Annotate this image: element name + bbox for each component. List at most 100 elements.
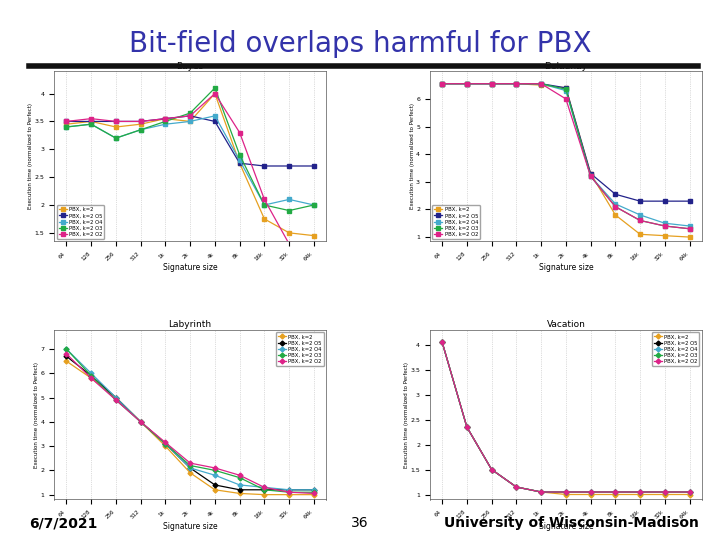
PBX, k=2 O3	[62, 346, 71, 352]
PBX, k=2	[136, 121, 145, 127]
PBX, k=2 O3	[586, 489, 595, 495]
Line: PBX, k=2: PBX, k=2	[65, 92, 315, 238]
PBX, k=2 O2	[636, 489, 644, 495]
PBX, k=2 O2	[235, 472, 244, 478]
PBX, k=2 O5	[611, 191, 620, 198]
PBX, k=2 O3	[186, 462, 194, 469]
Line: PBX, k=2: PBX, k=2	[441, 82, 691, 239]
PBX, k=2 O4	[487, 466, 496, 472]
PBX, k=2 O3	[260, 487, 269, 493]
PBX, k=2 O2	[310, 490, 318, 497]
PBX, k=2 O4	[512, 80, 521, 87]
PBX, k=2 O4	[235, 157, 244, 164]
PBX, k=2 O3	[87, 121, 96, 127]
PBX, k=2 O2	[586, 489, 595, 495]
PBX, k=2 O5	[62, 353, 71, 360]
PBX, k=2	[660, 491, 669, 498]
PBX, k=2 O4	[136, 418, 145, 425]
PBX, k=2 O4	[636, 489, 644, 495]
PBX, k=2	[260, 215, 269, 222]
PBX, k=2 O5	[462, 424, 471, 430]
PBX, k=2	[112, 124, 120, 130]
Line: PBX, k=2 O5: PBX, k=2 O5	[441, 340, 691, 494]
Line: PBX, k=2: PBX, k=2	[65, 360, 315, 496]
PBX, k=2 O2	[660, 489, 669, 495]
PBX, k=2 O3	[285, 489, 294, 496]
Y-axis label: Execution time (normalized to Perfect): Execution time (normalized to Perfect)	[404, 362, 409, 468]
PBX, k=2 O5	[112, 394, 120, 401]
PBX, k=2 O5	[537, 489, 546, 495]
PBX, k=2	[462, 424, 471, 430]
PBX, k=2 O2	[62, 350, 71, 357]
PBX, k=2 O4	[62, 124, 71, 130]
PBX, k=2 O3	[562, 489, 570, 495]
PBX, k=2 O2	[636, 217, 644, 224]
Text: 36: 36	[351, 516, 369, 530]
PBX, k=2	[186, 470, 194, 476]
PBX, k=2 O3	[660, 223, 669, 230]
PBX, k=2 O2	[285, 241, 294, 247]
PBX, k=2 O5	[62, 118, 71, 125]
PBX, k=2 O2	[512, 80, 521, 87]
Legend: PBX, k=2, PBX, k=2 O5, PBX, k=2 O4, PBX, k=2 O3, PBX, k=2 O2: PBX, k=2, PBX, k=2 O5, PBX, k=2 O4, PBX,…	[433, 205, 480, 239]
PBX, k=2 O4	[537, 80, 546, 87]
PBX, k=2	[487, 80, 496, 87]
PBX, k=2 O3	[487, 466, 496, 472]
PBX, k=2 O4	[210, 472, 219, 478]
PBX, k=2 O4	[562, 489, 570, 495]
PBX, k=2	[685, 234, 694, 240]
PBX, k=2 O3	[260, 202, 269, 208]
Line: PBX, k=2 O3: PBX, k=2 O3	[65, 86, 315, 212]
PBX, k=2 O5	[562, 85, 570, 91]
PBX, k=2	[512, 484, 521, 490]
PBX, k=2 O4	[260, 202, 269, 208]
PBX, k=2	[210, 487, 219, 493]
PBX, k=2 O2	[462, 424, 471, 430]
PBX, k=2	[562, 491, 570, 498]
PBX, k=2 O5	[512, 80, 521, 87]
PBX, k=2 O4	[462, 80, 471, 87]
Y-axis label: Execution time (normalized to Perfect): Execution time (normalized to Perfect)	[28, 103, 33, 209]
PBX, k=2 O4	[62, 346, 71, 352]
PBX, k=2	[285, 491, 294, 498]
Title: Delaunay: Delaunay	[544, 62, 588, 71]
PBX, k=2	[562, 85, 570, 91]
PBX, k=2	[87, 118, 96, 125]
PBX, k=2 O2	[310, 244, 318, 250]
Line: PBX, k=2 O4: PBX, k=2 O4	[441, 82, 691, 228]
PBX, k=2	[260, 491, 269, 498]
PBX, k=2 O2	[537, 489, 546, 495]
PBX, k=2	[636, 231, 644, 238]
PBX, k=2 O5	[310, 163, 318, 169]
PBX, k=2 O5	[285, 487, 294, 493]
PBX, k=2	[537, 82, 546, 89]
PBX, k=2 O5	[310, 487, 318, 493]
PBX, k=2 O3	[310, 489, 318, 496]
PBX, k=2 O2	[186, 460, 194, 467]
PBX, k=2 O3	[186, 110, 194, 116]
PBX, k=2 O3	[512, 484, 521, 490]
PBX, k=2 O2	[611, 489, 620, 495]
PBX, k=2 O5	[87, 373, 96, 379]
Title: Bayes: Bayes	[176, 62, 204, 71]
PBX, k=2 O5	[512, 484, 521, 490]
PBX, k=2 O5	[260, 163, 269, 169]
PBX, k=2	[487, 466, 496, 472]
PBX, k=2 O2	[562, 489, 570, 495]
PBX, k=2 O2	[611, 204, 620, 210]
PBX, k=2 O4	[562, 87, 570, 94]
PBX, k=2	[186, 118, 194, 125]
PBX, k=2 O3	[487, 80, 496, 87]
PBX, k=2 O3	[586, 173, 595, 179]
Line: PBX, k=2: PBX, k=2	[441, 340, 691, 496]
Line: PBX, k=2 O2: PBX, k=2 O2	[441, 340, 691, 494]
PBX, k=2 O2	[487, 466, 496, 472]
PBX, k=2 O5	[636, 198, 644, 204]
PBX, k=2 O3	[611, 204, 620, 210]
X-axis label: Signature size: Signature size	[163, 264, 217, 272]
PBX, k=2 O4	[611, 489, 620, 495]
Line: PBX, k=2 O4: PBX, k=2 O4	[65, 114, 315, 207]
PBX, k=2 O2	[562, 96, 570, 102]
PBX, k=2 O2	[87, 116, 96, 122]
PBX, k=2 O3	[285, 207, 294, 214]
